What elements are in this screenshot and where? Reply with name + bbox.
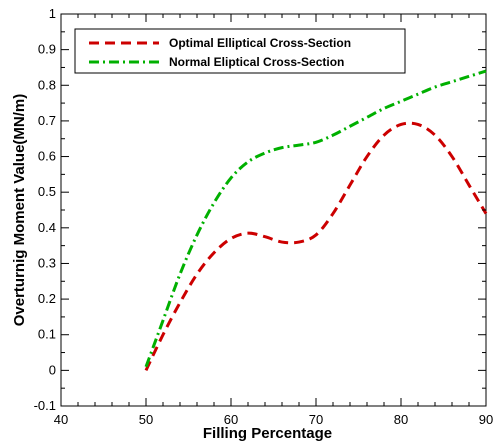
x-tick-label: 40 <box>54 412 68 427</box>
y-tick-label: 0 <box>49 362 56 377</box>
x-axis-title: Filling Percentage <box>203 425 332 442</box>
legend-label-1: Optimal Elliptical Cross-Section <box>169 36 351 50</box>
y-tick-label: 0.9 <box>38 42 56 57</box>
y-tick-label: -0.1 <box>34 398 56 413</box>
y-tick-label: 0.6 <box>38 149 56 164</box>
y-tick-label: 0.5 <box>38 184 56 199</box>
y-tick-label: 1 <box>49 6 56 21</box>
legend-label-2: Normal Eliptical Cross-Section <box>169 55 344 69</box>
y-tick-label: 0.8 <box>38 77 56 92</box>
series-line-1 <box>146 123 486 370</box>
series-line-2 <box>146 71 486 367</box>
x-tick-label: 80 <box>394 412 408 427</box>
y-tick-label: 0.2 <box>38 291 56 306</box>
y-tick-label: 0.4 <box>38 220 56 235</box>
x-tick-label: 90 <box>479 412 493 427</box>
x-tick-label: 50 <box>139 412 153 427</box>
y-tick-label: 0.1 <box>38 327 56 342</box>
y-axis-title: Overturnig Moment Value(MN/m) <box>11 94 28 327</box>
y-tick-label: 0.7 <box>38 113 56 128</box>
y-tick-label: 0.3 <box>38 255 56 270</box>
